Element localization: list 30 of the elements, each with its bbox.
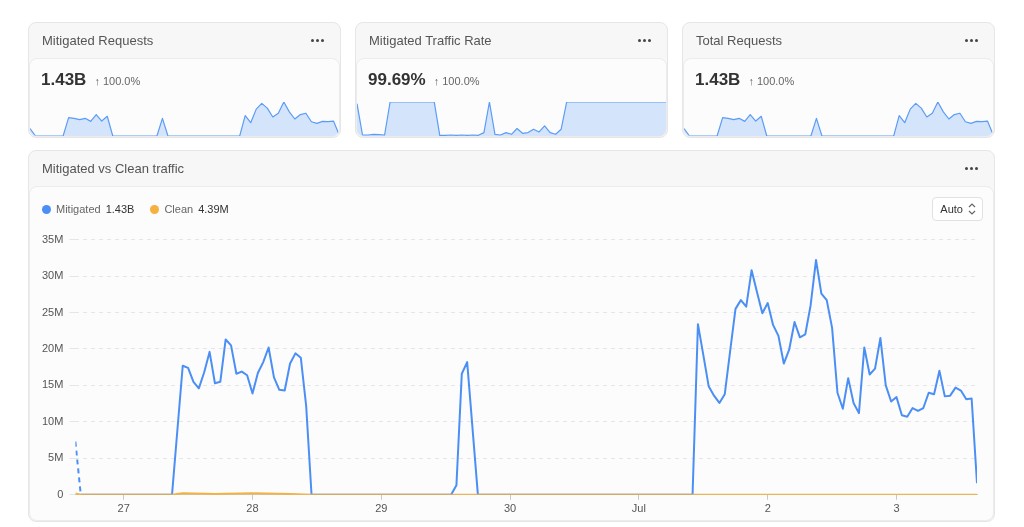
x-tick-label: 3 <box>893 502 900 515</box>
y-tick-label: 10M <box>41 414 64 427</box>
x-tick-label: 27 <box>117 502 130 515</box>
x-tick-label: 30 <box>503 502 517 515</box>
y-tick-label: 20M <box>41 342 64 354</box>
y-tick-label: 5M <box>48 451 64 464</box>
x-tick-label: 2 <box>764 502 771 515</box>
y-tick-label: 30M <box>41 269 64 282</box>
y-tick-label: 25M <box>41 305 64 318</box>
y-tick-label: 15M <box>41 378 64 391</box>
chart-title: Mitigated Requests <box>42 32 154 48</box>
chart-title: Total Requests <box>696 32 782 48</box>
chart-title: Mitigated Traffic Rate <box>369 32 492 48</box>
text: Auto <box>940 203 963 215</box>
chart-subtitle: 1.43B <box>41 70 87 90</box>
text: 4.39M <box>198 203 229 215</box>
y-tick-label: 35M <box>41 232 64 245</box>
text: ↑ 100.0% <box>748 75 795 87</box>
chart-subtitle: 99.69% <box>368 70 426 90</box>
x-tick-label: Jul <box>631 502 646 515</box>
y-tick-label: 0 <box>57 487 64 500</box>
x-tick-label: 29 <box>375 502 388 515</box>
legend-label: Clean <box>164 203 194 215</box>
text: 1.43B <box>105 203 135 215</box>
legend-label: Mitigated <box>56 203 101 215</box>
chart-title: Mitigated vs Clean traffic <box>42 160 185 176</box>
text: ↑ 100.0% <box>433 75 480 87</box>
x-tick-label: 28 <box>246 502 259 515</box>
text: ↑ 100.0% <box>94 75 141 87</box>
chart-subtitle: 1.43B <box>695 70 741 90</box>
